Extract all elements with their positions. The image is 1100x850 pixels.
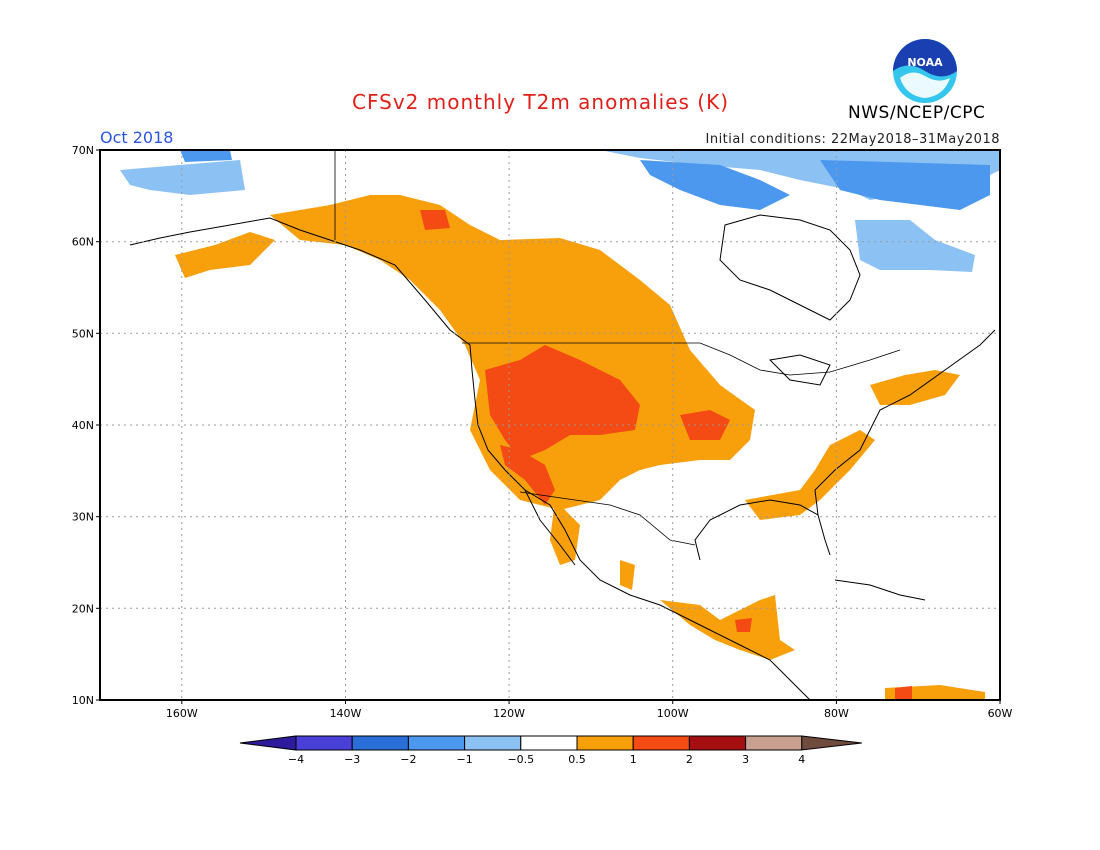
lat-label: 50N [72, 327, 94, 340]
cold-anomaly-archipelago [640, 160, 790, 210]
warm-anomaly-baja [550, 500, 580, 565]
lat-label: 10N [72, 694, 94, 707]
warm-anomaly-west-mexico [620, 560, 635, 590]
lat-label: 40N [72, 419, 94, 432]
colorbar-segment [351, 735, 409, 751]
lat-label: 30N [72, 511, 94, 524]
great-lakes [768, 354, 831, 386]
baja-peninsula [524, 489, 576, 566]
chart-title: CFSv2 monthly T2m anomalies (K) [352, 90, 729, 114]
colorbar-segment [576, 735, 634, 751]
atlantic-coast [814, 329, 996, 516]
lat-label: 60N [72, 236, 94, 249]
lat-label: 20N [72, 602, 94, 615]
hudson-bay [719, 214, 861, 321]
colorbar-segment [464, 735, 522, 751]
warm-anomaly-central-america [660, 595, 795, 660]
strong-warm-anomaly-rockies [485, 345, 640, 460]
agency-label: NWS/NCEP/CPC [848, 103, 986, 123]
lon-label: 60W [988, 707, 1013, 720]
colorbar: −4 −3 −2 −1 −0.5 0.5 1 2 3 4 [239, 735, 862, 766]
strong-warm-anomaly-plains [680, 410, 730, 440]
colorbar-label: −0.5 [507, 753, 534, 766]
colorbar-label: 0.5 [568, 753, 586, 766]
colorbar-label: −2 [400, 753, 416, 766]
cold-anomaly-yukon [120, 160, 245, 195]
period-label: Oct 2018 [100, 128, 174, 147]
strong-warm-anomaly-venezuela [895, 686, 912, 700]
colorbar-label: 4 [798, 753, 805, 766]
colorbar-label: −1 [456, 753, 472, 766]
cold-anomaly-arctic [150, 150, 1000, 200]
colorbar-label: −3 [344, 753, 360, 766]
lon-label: 80W [824, 707, 849, 720]
colorbar-segment [520, 735, 578, 751]
noaa-logo: NOAA [893, 39, 957, 103]
warm-anomaly-alaska-sw [175, 232, 275, 278]
lon-label: 160W [166, 707, 198, 720]
colorbar-label: 1 [630, 753, 637, 766]
colorbar-label: 3 [742, 753, 749, 766]
lon-label: 100W [657, 707, 689, 720]
colorbar-label: 2 [686, 753, 693, 766]
warm-anomaly-west [270, 195, 755, 510]
anomaly-fields [120, 150, 1000, 700]
lon-label: 120W [493, 707, 525, 720]
gulf-coast [694, 499, 831, 561]
strong-warm-anomaly-california [500, 445, 555, 505]
graticule [100, 150, 1000, 700]
cold-anomaly-beaufort [180, 150, 232, 162]
logo-text: NOAA [907, 56, 943, 69]
strong-warm-anomaly-yukon [420, 210, 450, 230]
initial-conditions: Initial conditions: 22May2018–31May2018 [705, 132, 1000, 147]
colorbar-segment [632, 735, 690, 751]
warm-anomaly-northeast [870, 370, 960, 405]
cuba [834, 579, 926, 601]
colorbar-extend-high [801, 735, 862, 751]
us-canada-border [462, 342, 901, 376]
cold-anomaly-baffin [820, 160, 990, 210]
lat-label: 70N [72, 144, 94, 157]
cold-anomaly-hudson-east [855, 220, 975, 272]
colorbar-extend-low [239, 735, 297, 751]
colorbar-segment [407, 735, 466, 751]
colorbar-segment [745, 735, 803, 751]
colorbar-segment [295, 735, 353, 751]
us-mexico-border [519, 491, 696, 546]
lon-label: 140W [330, 707, 362, 720]
colorbar-label: −4 [288, 753, 304, 766]
colorbar-segment [688, 735, 747, 751]
tick-marks [96, 149, 1001, 704]
strong-warm-anomaly-guatemala [735, 618, 752, 632]
warm-anomaly-southeast [745, 430, 875, 520]
